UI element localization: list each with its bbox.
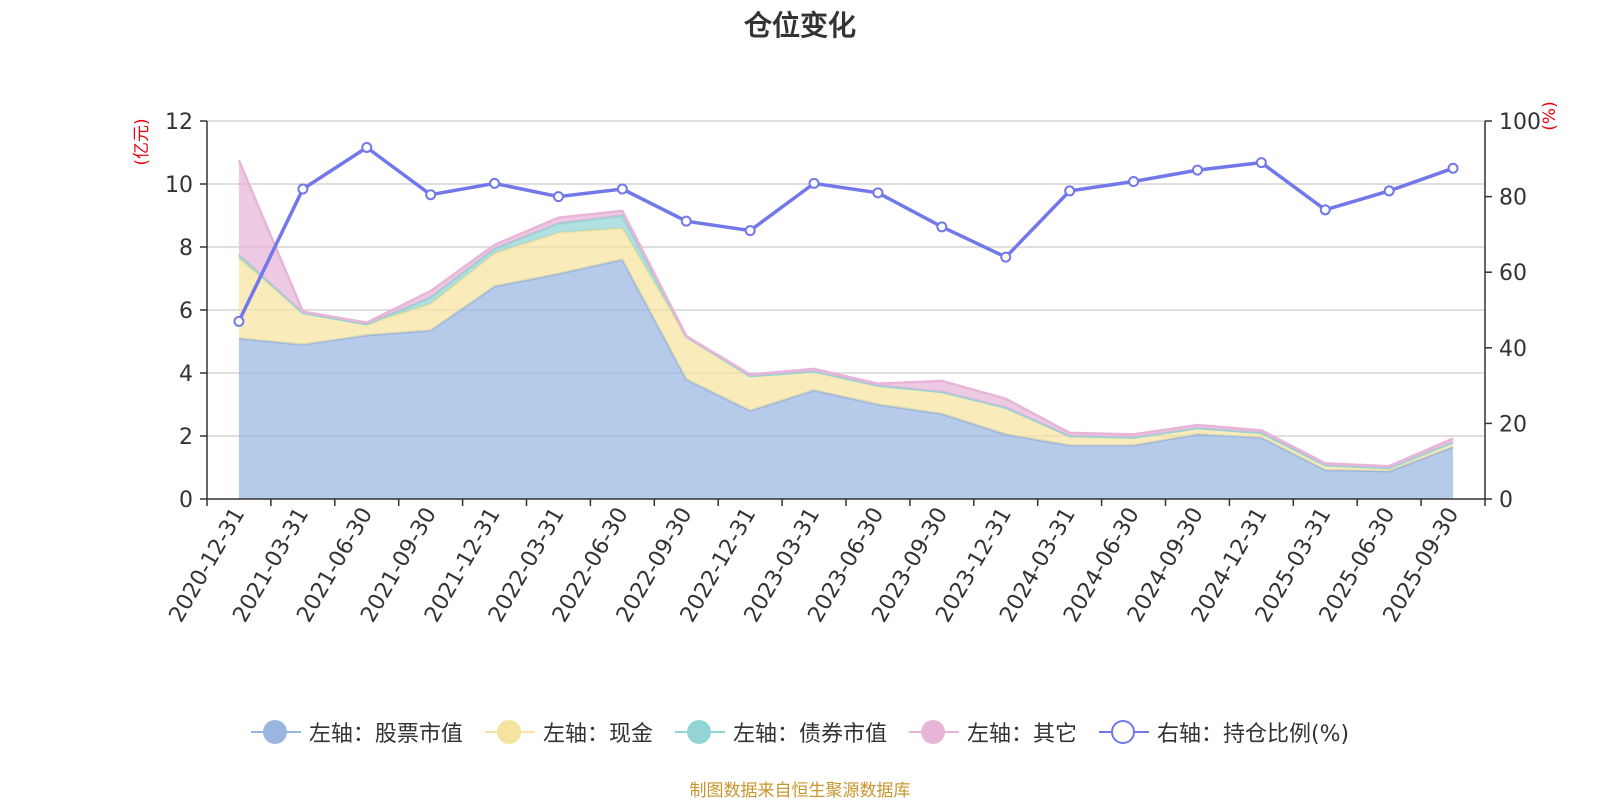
ratio-point (1128, 175, 1140, 187)
legend-marker-bond (674, 717, 725, 747)
ratio-point (233, 315, 245, 327)
ratio-point (1319, 204, 1331, 216)
left-tick-label: 8 (179, 236, 193, 261)
left-tick-label: 2 (179, 425, 193, 450)
ratio-point (489, 177, 501, 189)
right-axis-label: (%) (1540, 101, 1560, 130)
source-note: 制图数据来自恒生聚源数据库 (689, 781, 911, 801)
legend-dot-stock (262, 720, 287, 744)
stacked-areas (237, 159, 1454, 499)
ratio-line-path (237, 145, 1454, 323)
ratio-point (808, 177, 820, 189)
ratio-point (297, 183, 309, 195)
legend-marker-cash (484, 717, 535, 747)
legend-marker-ratio (1098, 717, 1149, 747)
legend-dot-bond (686, 720, 711, 744)
ratio-point (1064, 185, 1076, 197)
legend-item-other[interactable]: 左轴：其它 (908, 716, 1077, 748)
legend-dot-other (920, 720, 945, 744)
right-tick-label: 0 (1499, 488, 1513, 513)
right-tick-label: 100 (1499, 110, 1541, 135)
ratio-point (1191, 164, 1203, 176)
left-tick-label: 0 (179, 488, 193, 513)
ratio-point (1255, 157, 1267, 169)
ratio-point (1000, 251, 1012, 263)
ratio-point (936, 221, 948, 233)
ratio-point (1447, 162, 1459, 174)
legend-item-bond[interactable]: 左轴：债券市值 (674, 716, 887, 748)
ratio-point (1383, 185, 1395, 197)
ratio-point (744, 225, 756, 237)
legend-label-other: 左轴：其它 (966, 722, 1077, 747)
legend: 左轴：股票市值 左轴：现金 左轴：债券市值 左轴：其它 右轴：持仓比例(%) (0, 716, 1600, 748)
legend-dot-ratio (1110, 720, 1135, 744)
legend-item-cash[interactable]: 左轴：现金 (484, 716, 653, 748)
legend-item-ratio[interactable]: 右轴：持仓比例(%) (1098, 716, 1350, 748)
area-edge-3 (237, 159, 1454, 468)
legend-label-ratio: 右轴：持仓比例(%) (1156, 722, 1350, 747)
left-axis-label: (亿元) (132, 118, 152, 165)
legend-label-cash: 左轴：现金 (542, 722, 653, 747)
left-tick-label: 12 (165, 110, 193, 135)
right-tick-label: 80 (1499, 186, 1527, 211)
legend-item-stock[interactable]: 左轴：股票市值 (250, 716, 463, 748)
ratio-point (872, 187, 884, 199)
ratio-line (233, 141, 1459, 327)
left-tick-label: 10 (165, 173, 193, 198)
ratio-point (680, 215, 692, 227)
chart-title: 仓位变化 (743, 9, 856, 42)
area-series-0 (238, 259, 1453, 499)
ratio-point (552, 191, 564, 203)
ratio-point (361, 141, 373, 153)
right-tick-label: 20 (1499, 412, 1527, 437)
right-tick-label: 40 (1499, 337, 1527, 362)
left-tick-label: 6 (179, 299, 193, 324)
ratio-point (425, 189, 437, 201)
ratio-point (616, 183, 628, 195)
legend-label-stock: 左轴：股票市值 (308, 722, 463, 747)
legend-label-bond: 左轴：债券市值 (732, 722, 887, 747)
left-tick-label: 4 (179, 362, 193, 387)
legend-marker-stock (250, 717, 301, 747)
right-tick-label: 60 (1499, 261, 1527, 286)
legend-marker-other (908, 717, 959, 747)
legend-dot-cash (496, 720, 521, 744)
